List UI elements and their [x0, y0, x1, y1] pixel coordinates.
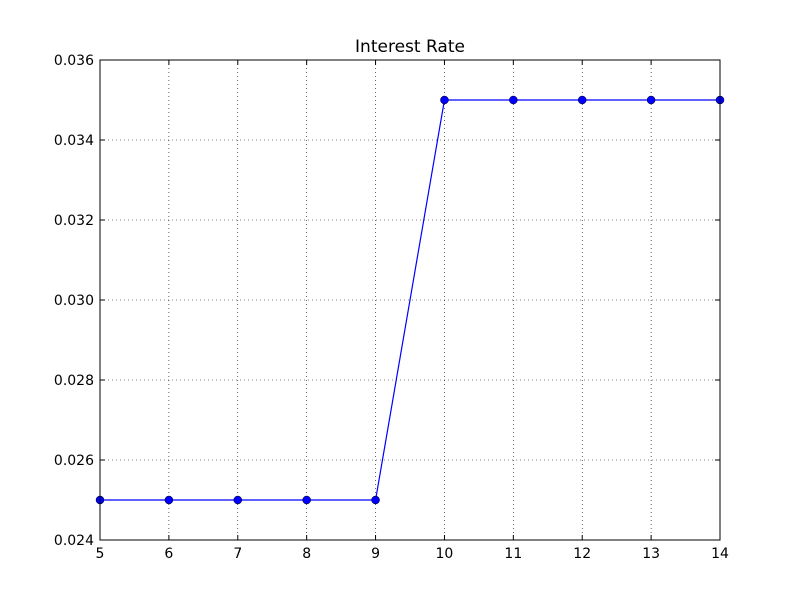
- y-tick-label: 0.028: [54, 373, 94, 389]
- x-tick-label: 11: [504, 546, 522, 562]
- data-point: [302, 495, 311, 505]
- data-point: [233, 495, 243, 505]
- series-line: [100, 99, 720, 501]
- data-point: [577, 95, 587, 105]
- data-point: [646, 95, 656, 105]
- data-point: [509, 95, 518, 105]
- data-point: [164, 495, 174, 505]
- y-tick-label: 0.024: [54, 533, 94, 549]
- y-tick-label: 0.030: [54, 293, 94, 309]
- y-tick-label: 0.036: [54, 53, 94, 69]
- y-tick-label: 0.026: [54, 453, 94, 469]
- x-tick-label: 12: [573, 546, 591, 562]
- data-series: [95, 95, 725, 505]
- x-tick-label: 13: [642, 546, 660, 562]
- chart-title: Interest Rate: [355, 37, 465, 57]
- x-tick-label: 7: [233, 546, 242, 562]
- x-tick-label: 10: [436, 546, 454, 562]
- x-tick-label: 14: [711, 546, 729, 562]
- y-tick-label: 0.034: [54, 133, 94, 149]
- x-tick-label: 9: [371, 546, 380, 562]
- data-point: [371, 495, 380, 505]
- data-point: [440, 95, 449, 105]
- x-tick-label: 5: [96, 546, 105, 562]
- tick-labels: 5 6 7 8 9 10 11 12 13 14 0.024 0.026 0.028 0.030 0.032…: [54, 53, 729, 562]
- x-tick-label: 8: [302, 546, 311, 562]
- y-tick-label: 0.032: [54, 213, 94, 229]
- x-tick-label: 6: [164, 546, 173, 562]
- axis-ticks: [99, 59, 721, 541]
